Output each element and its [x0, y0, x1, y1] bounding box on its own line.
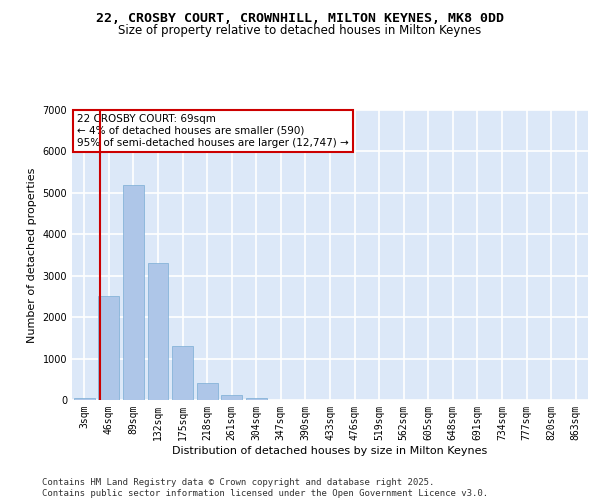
Bar	[197, 384, 218, 400]
Text: Size of property relative to detached houses in Milton Keynes: Size of property relative to detached ho…	[118, 24, 482, 37]
Y-axis label: Number of detached properties: Number of detached properties	[27, 168, 37, 342]
Bar	[221, 395, 242, 400]
Text: 22, CROSBY COURT, CROWNHILL, MILTON KEYNES, MK8 0DD: 22, CROSBY COURT, CROWNHILL, MILTON KEYN…	[96, 12, 504, 26]
Bar	[148, 264, 169, 400]
X-axis label: Distribution of detached houses by size in Milton Keynes: Distribution of detached houses by size …	[172, 446, 488, 456]
Bar	[98, 296, 119, 400]
Text: Contains HM Land Registry data © Crown copyright and database right 2025.
Contai: Contains HM Land Registry data © Crown c…	[42, 478, 488, 498]
Bar	[246, 398, 267, 400]
Bar	[74, 398, 95, 400]
Bar	[123, 184, 144, 400]
Bar	[172, 346, 193, 400]
Text: 22 CROSBY COURT: 69sqm
← 4% of detached houses are smaller (590)
95% of semi-det: 22 CROSBY COURT: 69sqm ← 4% of detached …	[77, 114, 349, 148]
